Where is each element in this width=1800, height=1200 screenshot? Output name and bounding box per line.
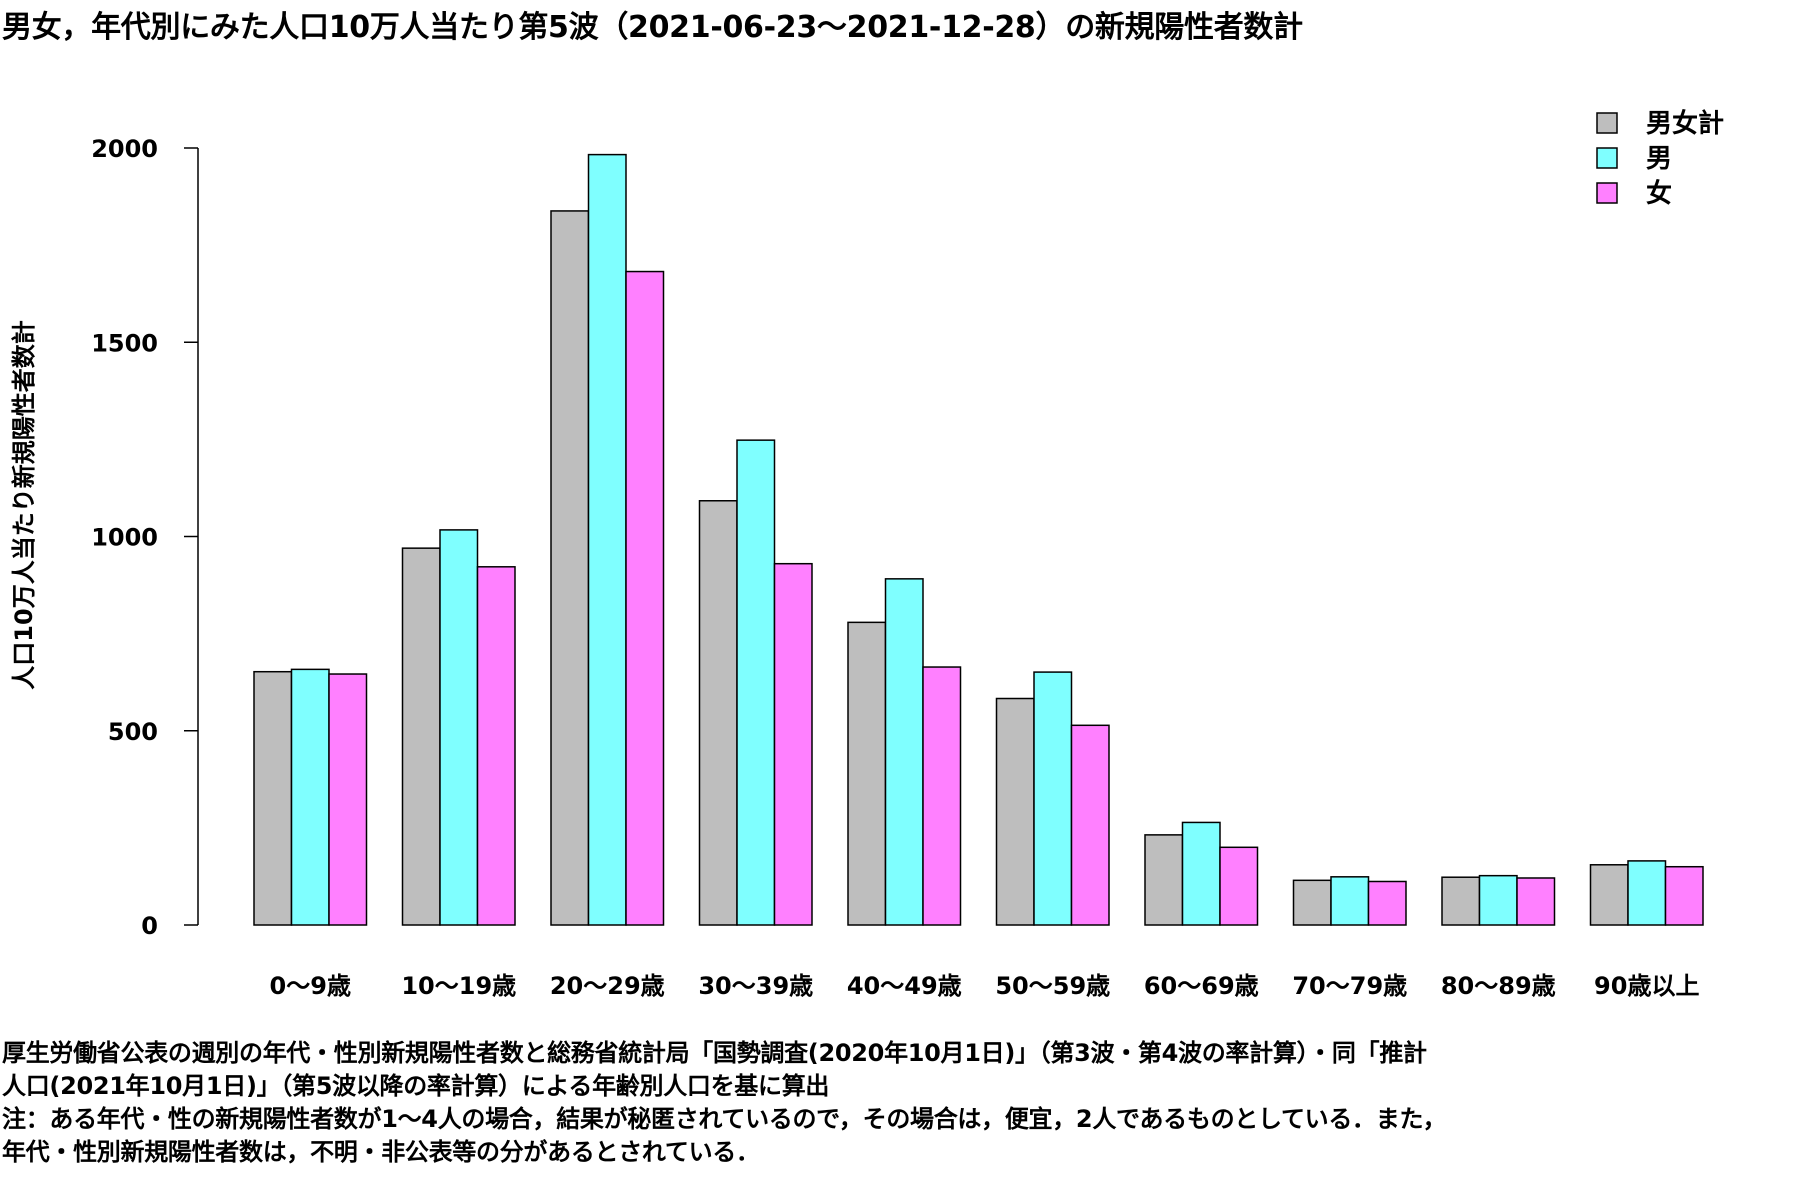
legend-label: 女: [1646, 178, 1672, 209]
bar-男女計-90歳以上: [1589, 864, 1629, 926]
y-tick-label: 500: [108, 718, 158, 746]
bars: [253, 153, 1704, 926]
bar-男女計-30～39歳: [698, 500, 738, 926]
legend-swatch: [1596, 182, 1618, 204]
bar-男女計-40～49歳: [847, 621, 887, 926]
y-axis: 0 500 1000 1500 2000: [91, 135, 199, 940]
x-tick-label: 40～49歳: [847, 972, 962, 1000]
y-axis-label: 人口10万人当たり新規陽性者数計: [10, 320, 38, 689]
bar-男女計-0～9歳: [253, 670, 293, 926]
bar-男女計-50～59歳: [995, 697, 1035, 926]
x-tick-label: 0～9歳: [270, 972, 351, 1000]
bar-男-10～19歳: [439, 529, 479, 926]
bar-女-0～9歳: [328, 673, 368, 926]
bar-男-30～39歳: [736, 439, 776, 926]
x-tick-label: 50～59歳: [995, 972, 1110, 1000]
bar-女-40～49歳: [922, 666, 962, 926]
bar-女-60～69歳: [1219, 846, 1259, 926]
bar-男-40～49歳: [884, 578, 924, 926]
bar-男女計-10～19歳: [401, 547, 441, 926]
bar-女-10～19歳: [476, 566, 516, 926]
bar-男女計-80～89歳: [1441, 876, 1481, 926]
bar-男女計-20～29歳: [550, 210, 590, 926]
bar-女-30～39歳: [773, 562, 813, 926]
bar-男-60～69歳: [1181, 821, 1221, 926]
x-tick-label: 90歳以上: [1594, 972, 1699, 1000]
y-tick-label: 1000: [91, 524, 158, 552]
bar-女-50～59歳: [1070, 724, 1110, 926]
bar-男-0～9歳: [290, 668, 330, 926]
bar-chart: 0 500 1000 1500 2000 人口10万人当たり新規陽性者数計 0～9歳 10…: [10, 108, 1724, 1000]
caveat-note-line-2: 年代・性別新規陽性者数は，不明・非公表等の分があるとされている．: [2, 1138, 760, 1166]
bar-男-20～29歳: [587, 153, 627, 926]
bar-女-20～29歳: [625, 270, 665, 926]
x-tick-label: 60～69歳: [1144, 972, 1259, 1000]
x-tick-label: 70～79歳: [1292, 972, 1407, 1000]
y-tick-label: 2000: [91, 135, 158, 163]
bar-男-90歳以上: [1627, 860, 1667, 926]
x-tick-labels: 0～9歳 10～19歳 20～29歳 30～39歳 40～49歳 50～59歳 60～69歳…: [270, 972, 1700, 1000]
y-tick-label: 0: [141, 912, 158, 940]
source-note-line-2: 人口(2021年10月1日)」（第5波以降の率計算）による年齢別人口を基に算出: [2, 1072, 830, 1100]
bar-男女計-70～79歳: [1292, 879, 1332, 926]
y-tick-label: 1500: [91, 329, 158, 357]
legend-label: 男女計: [1646, 108, 1724, 139]
x-tick-label: 10～19歳: [401, 972, 516, 1000]
bar-男-50～59歳: [1033, 671, 1073, 926]
x-tick-label: 20～29歳: [550, 972, 665, 1000]
bar-女-90歳以上: [1664, 865, 1704, 926]
bar-男女計-60～69歳: [1144, 834, 1184, 926]
legend-swatch: [1596, 147, 1618, 169]
legend-label: 男: [1646, 144, 1672, 174]
chart-title: 男女，年代別にみた人口10万人当たり第5波（2021-06-23～2021-12…: [2, 10, 1303, 45]
legend-swatch: [1596, 112, 1618, 134]
bar-男-80～89歳: [1478, 874, 1518, 926]
x-tick-label: 80～89歳: [1441, 972, 1556, 1000]
bar-女-80～89歳: [1516, 877, 1556, 926]
bar-男-70～79歳: [1330, 876, 1370, 926]
bar-女-70～79歳: [1367, 880, 1407, 926]
x-tick-label: 30～39歳: [698, 972, 813, 1000]
source-note-line-1: 厚生労働省公表の週別の年代・性別新規陽性者数と総務省統計局「国勢調査(2020年…: [2, 1039, 1427, 1067]
caveat-note-line-1: 注：ある年代・性の新規陽性者数が1～4人の場合，結果が秘匿されているので，その場…: [2, 1105, 1447, 1133]
